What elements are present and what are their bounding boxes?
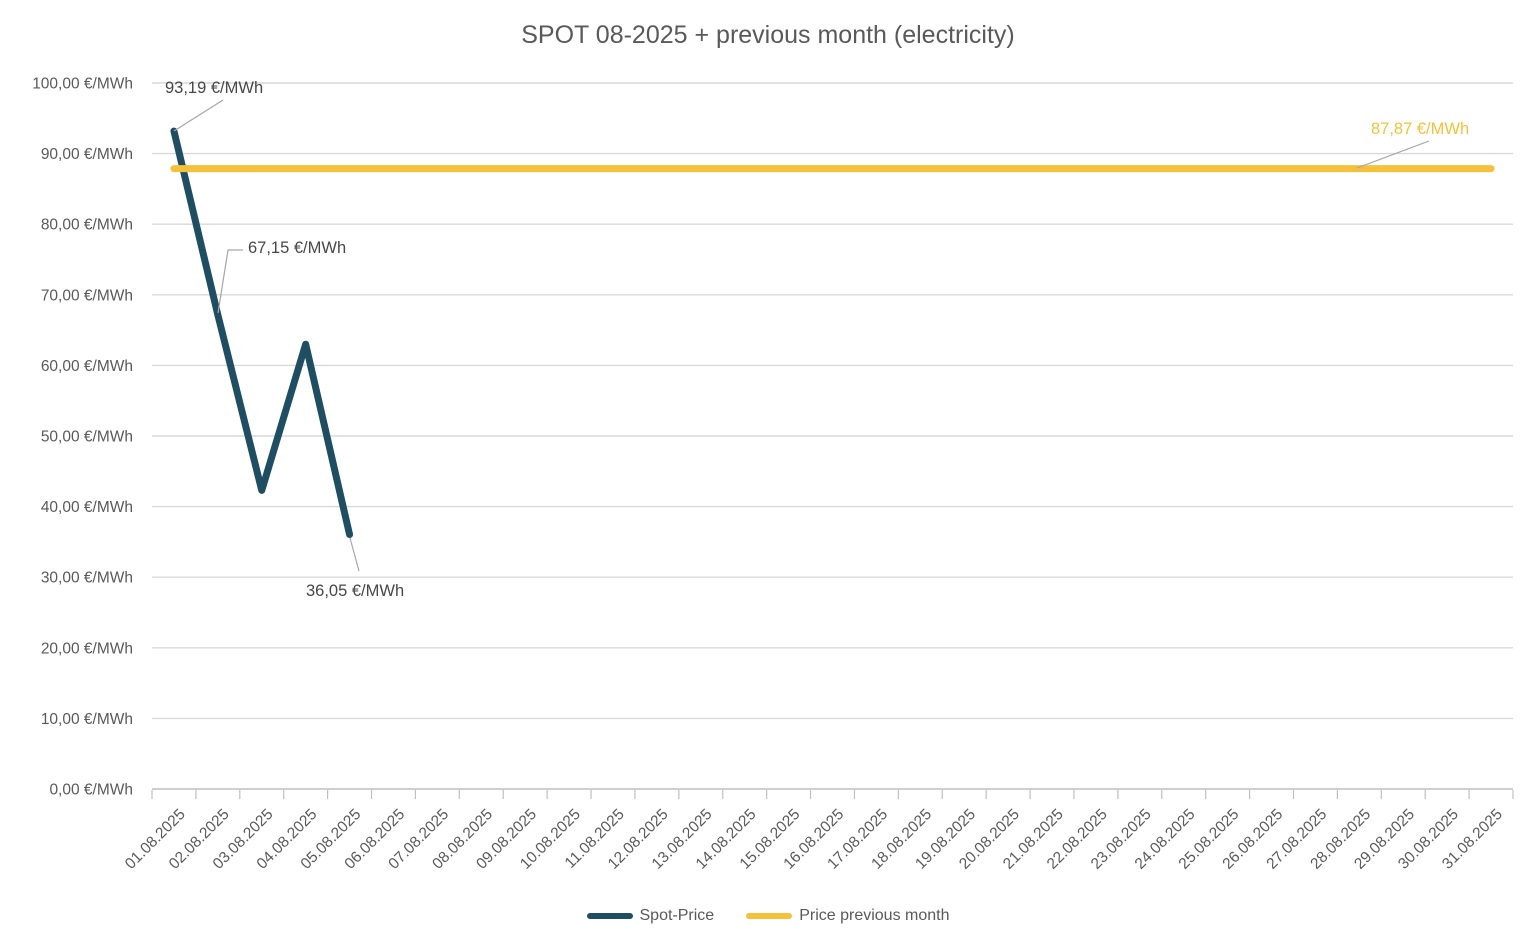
annotation-leader-line <box>1356 140 1430 169</box>
annotation-leader-line <box>173 99 224 132</box>
y-axis-label: 70,00 €/MWh <box>41 287 133 304</box>
legend-label-spot-price: Spot-Price <box>639 907 715 924</box>
annotation-label: 67,15 €/MWh <box>248 239 346 257</box>
y-axis-label: 20,00 €/MWh <box>41 640 133 657</box>
annotation-label: 36,05 €/MWh <box>306 582 404 600</box>
y-axis-label: 60,00 €/MWh <box>41 358 133 375</box>
y-axis-label: 10,00 €/MWh <box>41 711 133 728</box>
legend-item-price-previous-month: Price previous month <box>746 907 950 925</box>
annotation-label: 93,19 €/MWh <box>165 79 263 97</box>
y-axis-label: 0,00 €/MWh <box>49 782 133 799</box>
y-axis-label: 90,00 €/MWh <box>41 146 133 163</box>
spot-price-line <box>170 127 354 538</box>
annotation-leader-line <box>217 249 243 314</box>
legend: Spot-Price Price previous month <box>0 907 1536 925</box>
legend-label-price-previous-month: Price previous month <box>799 907 950 924</box>
spot-price-line-swatch <box>586 913 633 919</box>
chart-title: SPOT 08-2025 + previous month (electrici… <box>521 21 1015 49</box>
y-axis-label: 40,00 €/MWh <box>41 499 133 516</box>
y-axis-label: 30,00 €/MWh <box>41 570 133 587</box>
y-axis-label: 50,00 €/MWh <box>41 429 133 446</box>
y-axis-label: 80,00 €/MWh <box>41 217 133 234</box>
annotation-label: 87,87 €/MWh <box>1371 120 1469 138</box>
annotation-leader-line <box>349 537 360 572</box>
previous-month-line-swatch <box>746 913 793 919</box>
y-axis-label: 100,00 €/MWh <box>32 76 133 93</box>
legend-item-spot-price: Spot-Price <box>586 907 715 925</box>
